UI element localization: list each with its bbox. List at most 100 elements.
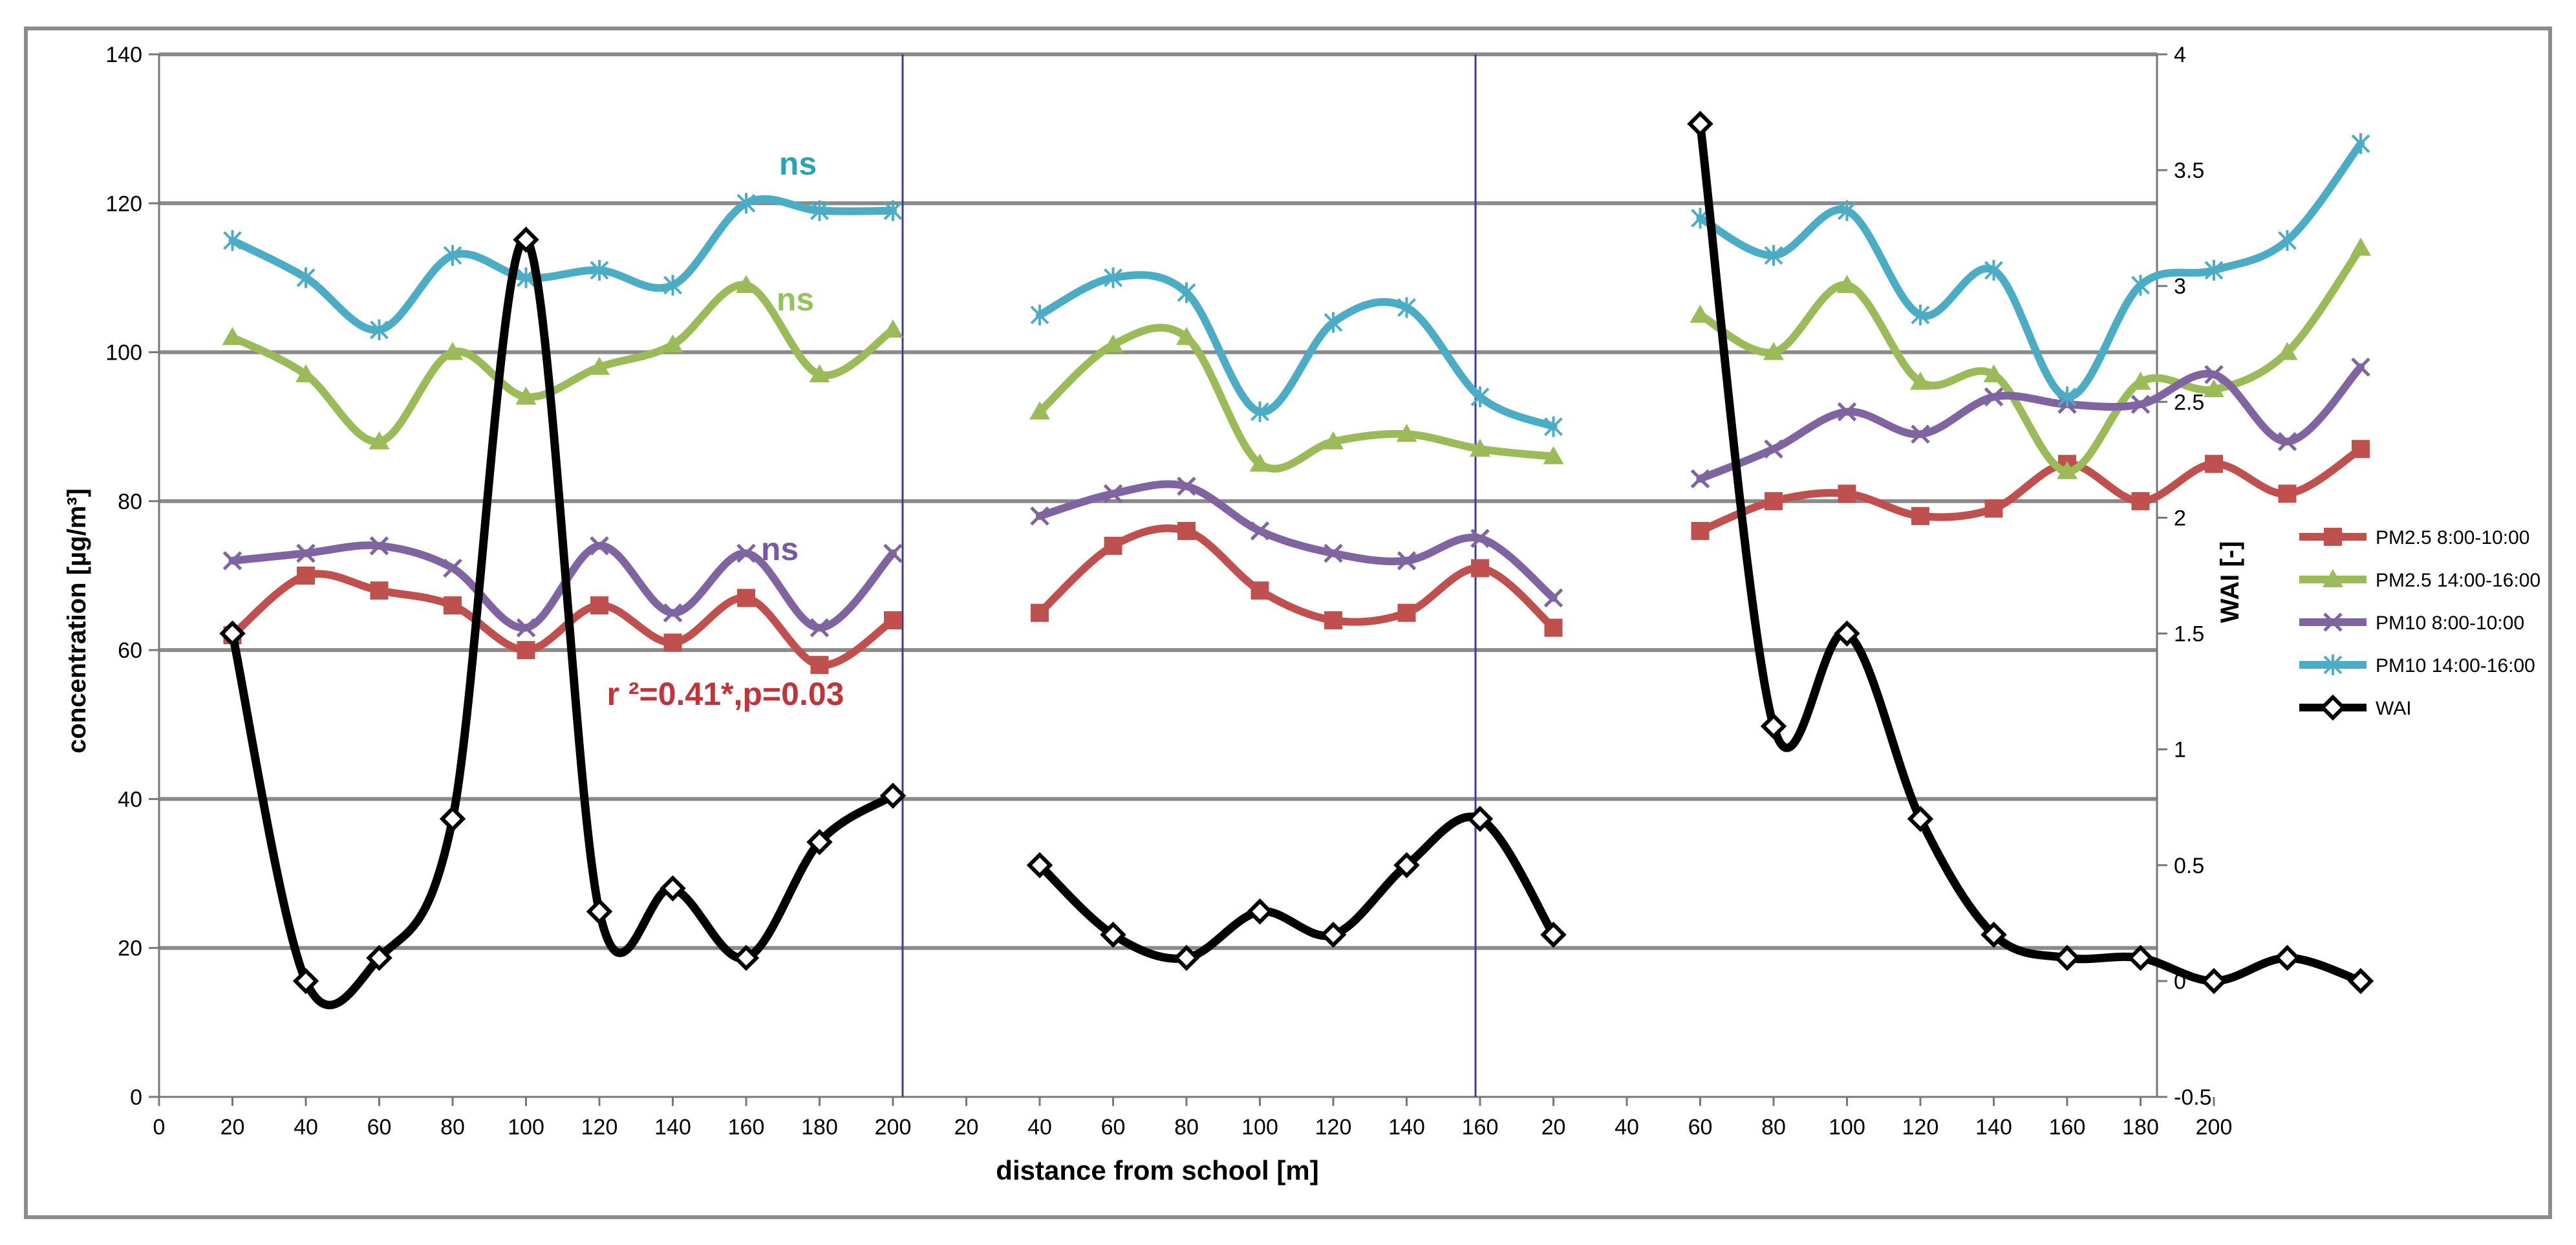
y-tick-label-right: 2.5: [2174, 390, 2204, 415]
data-point: [1100, 922, 1126, 948]
x-tick-label: 60: [1688, 1115, 1713, 1140]
data-point: [2350, 237, 2371, 256]
data-point: [2351, 357, 2370, 377]
series-line: [1696, 363, 2365, 483]
data-point: [222, 327, 243, 345]
data-point: [1765, 492, 1783, 510]
data-point: [515, 386, 537, 405]
y-tick-label-left: 40: [118, 787, 142, 812]
legend: PM2.5 8:00-10:00 PM2.5 14:00-16:00 PM10 8:…: [2299, 527, 2540, 721]
data-point: [2277, 341, 2298, 360]
y-tick-label-right: 4: [2174, 43, 2186, 67]
data-point: [1250, 581, 1269, 600]
data-point: [2319, 694, 2346, 721]
legend-label: PM2.5 8:00-10:00: [2376, 527, 2530, 548]
data-point: [1323, 431, 1344, 449]
data-point: [2278, 230, 2297, 251]
data-point: [1834, 620, 1860, 647]
data-point: [883, 200, 903, 221]
data-point: [219, 620, 246, 647]
data-point: [1397, 297, 1416, 318]
y-tick-label-right: 3.5: [2174, 158, 2204, 183]
data-point: [1177, 521, 1196, 540]
legend-label: PM10 8:00-10:00: [2376, 612, 2524, 634]
data-point: [1173, 944, 1200, 971]
data-point: [2204, 379, 2224, 398]
data-point: [1691, 521, 1710, 540]
data-point: [2130, 371, 2151, 390]
y-axis-label-left: concentration [µg/m³]: [63, 488, 91, 753]
data-point: [2324, 528, 2342, 546]
data-point: [1031, 603, 1049, 622]
data-point: [1984, 259, 2003, 281]
y-tick-label-left: 0: [130, 1085, 142, 1110]
x-tick-label: 100: [1241, 1115, 1278, 1140]
annotation-label: ns: [779, 146, 817, 182]
legend-item: PM10 8:00-10:00: [2299, 612, 2524, 634]
x-tick-label: 160: [2049, 1115, 2086, 1140]
series-layer: [219, 111, 2374, 1010]
data-point: [879, 783, 907, 809]
data-point: [1838, 484, 1856, 503]
x-tick-label: 100: [508, 1115, 544, 1140]
data-point: [736, 543, 756, 563]
data-point: [370, 581, 389, 600]
annotation-label: r ²=0.41*,p=0.03: [607, 676, 844, 712]
data-point: [586, 898, 613, 925]
data-point: [1687, 111, 1713, 137]
series-pm10-8-00-10-00-panel-2: [1030, 477, 1563, 608]
series-pm2-5-8-00-10-00-panel-2: [1031, 521, 1563, 637]
data-point: [662, 334, 683, 353]
data-point: [1983, 364, 2004, 383]
data-point: [2352, 440, 2370, 459]
data-point: [1911, 424, 1930, 444]
data-point: [2200, 968, 2227, 995]
x-tick-label: 80: [440, 1115, 465, 1140]
data-point: [2131, 274, 2150, 296]
series-line: [228, 195, 897, 334]
data-point: [2204, 259, 2224, 281]
data-point: [1838, 200, 1856, 221]
series-pm2-5-8-00-10-00-panel-3: [1691, 440, 2370, 540]
data-point: [1102, 334, 1124, 353]
data-point: [810, 618, 830, 638]
data-point: [1103, 484, 1123, 504]
figure-border: [24, 27, 2552, 1219]
data-point: [663, 603, 683, 623]
data-point: [590, 596, 608, 615]
data-point: [2323, 569, 2343, 587]
data-point: [2323, 612, 2343, 632]
data-point: [663, 633, 682, 652]
data-point: [736, 193, 756, 214]
data-point: [1324, 312, 1343, 333]
data-point: [1837, 402, 1857, 422]
series-line: [1696, 244, 2365, 475]
x-tick-label: 40: [1615, 1115, 1639, 1140]
data-point: [884, 611, 902, 630]
series-pm2-5-14-00-16-00-panel-2: [1029, 323, 1564, 473]
data-point: [223, 230, 242, 251]
data-point: [1911, 305, 1930, 325]
data-point: [883, 543, 903, 563]
x-tick-label: 0: [153, 1115, 166, 1140]
legend-item: PM2.5 14:00-16:00: [2299, 569, 2540, 591]
data-point: [369, 431, 390, 449]
series-line: [1036, 271, 1558, 431]
data-point: [736, 274, 757, 293]
data-point: [1690, 469, 1710, 489]
data-point: [590, 259, 609, 281]
data-point: [1320, 922, 1347, 948]
data-point: [1980, 922, 2007, 948]
series-pm10-14-00-16-00-panel-2: [1030, 267, 1563, 437]
x-tick-label: 180: [2122, 1115, 2159, 1140]
series-line: [228, 281, 897, 446]
data-point: [1540, 922, 1567, 948]
data-point: [2205, 455, 2223, 473]
data-point: [1690, 305, 1711, 323]
legend-item: PM2.5 8:00-10:00: [2299, 527, 2530, 548]
data-point: [296, 267, 316, 288]
data-point: [1104, 267, 1122, 288]
x-tick-label: 100: [1829, 1115, 1865, 1140]
data-point: [296, 543, 316, 563]
data-point: [1250, 401, 1269, 422]
